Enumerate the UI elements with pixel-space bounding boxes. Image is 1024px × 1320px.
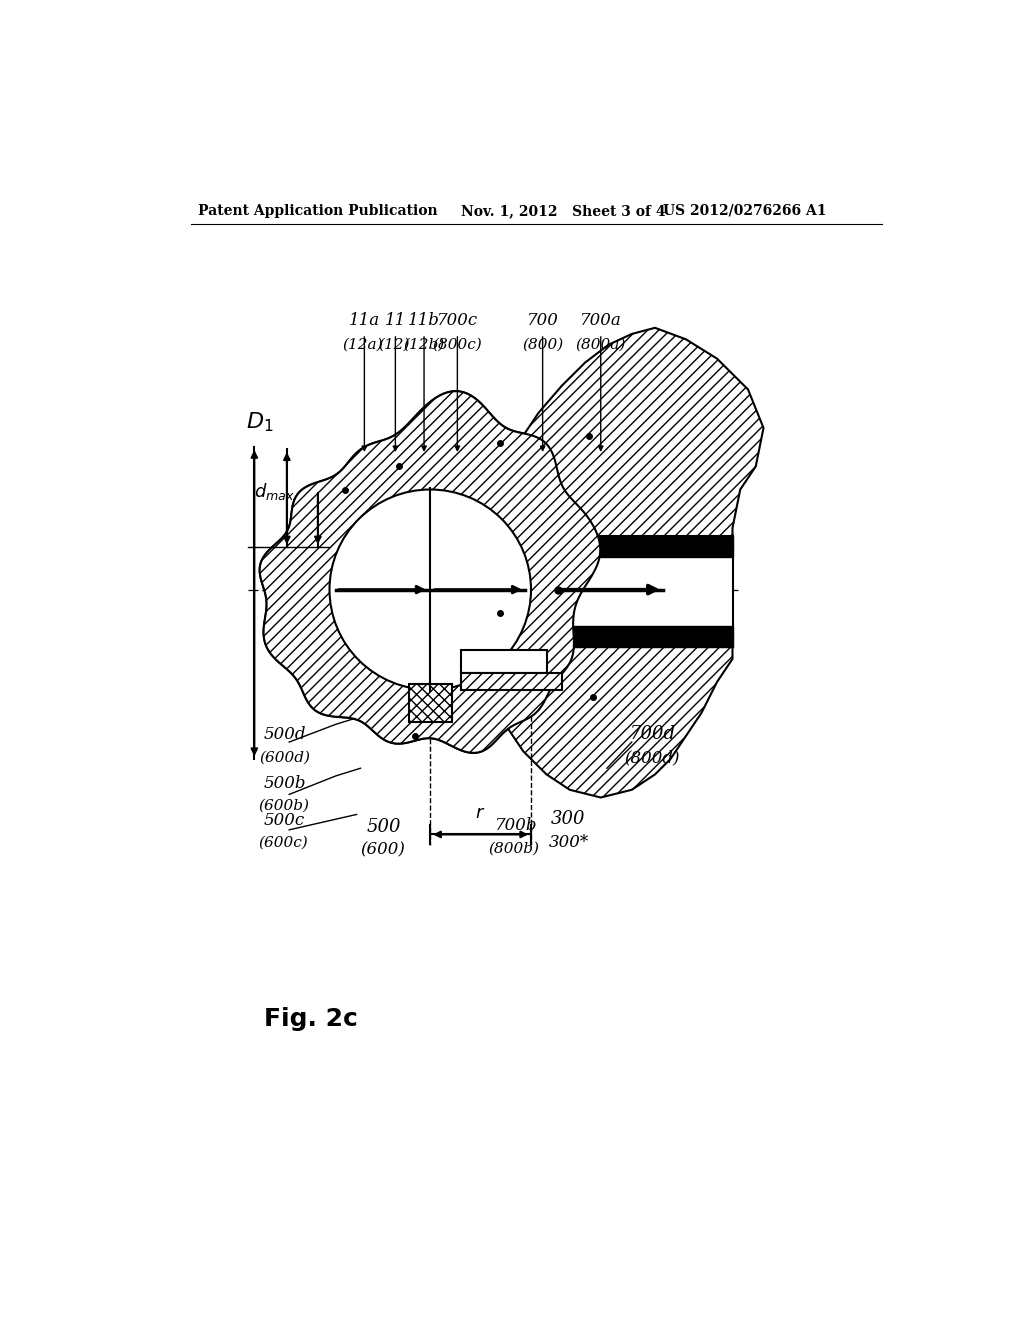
- Text: (600b): (600b): [258, 799, 309, 812]
- Text: US 2012/0276266 A1: US 2012/0276266 A1: [663, 203, 826, 218]
- Text: $r$: $r$: [475, 804, 485, 822]
- Text: 300*: 300*: [549, 834, 589, 850]
- Text: (12c): (12c): [312, 692, 352, 706]
- Text: $v_1$: $v_1$: [436, 541, 456, 558]
- Text: 500: 500: [367, 818, 401, 836]
- Text: 500c: 500c: [263, 812, 305, 829]
- Text: $A_1$: $A_1$: [450, 619, 470, 640]
- Polygon shape: [260, 391, 600, 752]
- Text: $(K_i^*)$: $(K_i^*)$: [314, 624, 347, 647]
- Text: (800c): (800c): [432, 338, 482, 351]
- Text: $V$: $V$: [613, 544, 630, 561]
- Text: (12b): (12b): [403, 338, 444, 351]
- Text: (600): (600): [360, 841, 406, 858]
- Text: 500b: 500b: [263, 775, 306, 792]
- Text: 700d: 700d: [630, 726, 676, 743]
- Text: 700b: 700b: [495, 817, 537, 834]
- Text: (600c): (600c): [258, 836, 308, 849]
- Text: (800d): (800d): [624, 748, 680, 766]
- Text: $K_i$: $K_i$: [315, 599, 332, 619]
- Polygon shape: [461, 649, 547, 673]
- Text: Fig. 2c: Fig. 2c: [263, 1007, 357, 1031]
- Text: (800): (800): [522, 338, 563, 351]
- Text: (12): (12): [378, 338, 410, 351]
- Text: $d_1$: $d_1$: [294, 508, 314, 529]
- Polygon shape: [461, 673, 562, 689]
- Bar: [461, 536, 732, 647]
- Text: 700c: 700c: [437, 312, 478, 329]
- Text: (600d): (600d): [260, 751, 310, 764]
- Text: 11a: 11a: [349, 312, 380, 329]
- Bar: [461, 536, 732, 557]
- Text: 700a: 700a: [580, 312, 622, 329]
- Circle shape: [330, 490, 531, 690]
- Text: 11: 11: [385, 312, 406, 329]
- Text: Patent Application Publication: Patent Application Publication: [198, 203, 437, 218]
- Text: 11d: 11d: [287, 516, 318, 533]
- Text: $d_{max}$: $d_{max}$: [254, 480, 295, 502]
- Text: 500d: 500d: [263, 726, 306, 743]
- Text: 700: 700: [526, 312, 558, 329]
- Text: (12a): (12a): [342, 338, 383, 351]
- Text: $D_1$: $D_1$: [246, 411, 273, 434]
- Polygon shape: [260, 391, 600, 752]
- Text: 11b: 11b: [409, 312, 440, 329]
- Text: (12d): (12d): [283, 540, 325, 554]
- Text: 11c: 11c: [316, 668, 347, 684]
- Text: 300: 300: [550, 810, 585, 828]
- Text: (800a): (800a): [575, 338, 626, 351]
- Text: (800b): (800b): [488, 841, 540, 855]
- Bar: [409, 684, 452, 722]
- Text: Nov. 1, 2012   Sheet 3 of 4: Nov. 1, 2012 Sheet 3 of 4: [461, 203, 666, 218]
- Bar: [461, 626, 732, 647]
- Polygon shape: [461, 327, 764, 797]
